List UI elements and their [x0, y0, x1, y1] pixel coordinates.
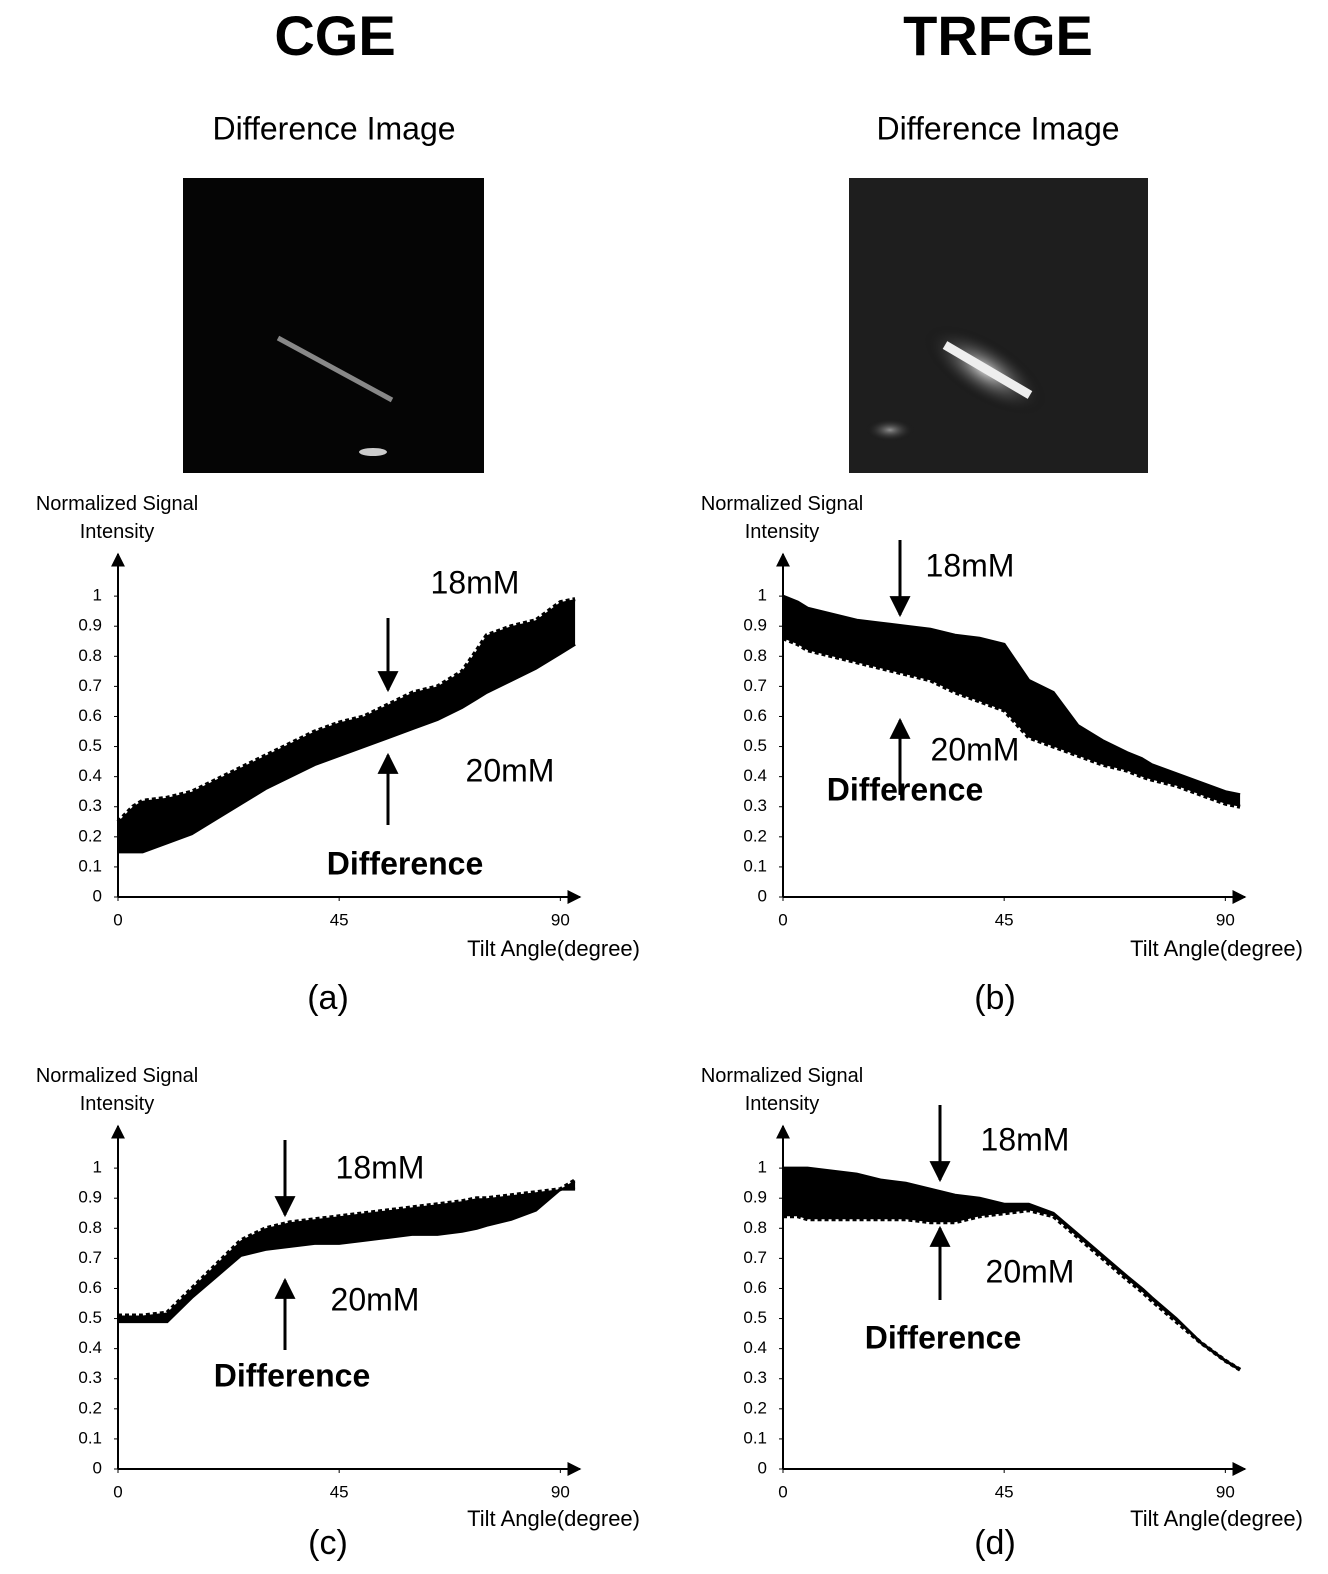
- annotation: Difference: [214, 1357, 371, 1393]
- column-title: TRFGE: [903, 4, 1093, 67]
- y-tick-label: 0.5: [78, 736, 102, 755]
- y-tick-label: 1: [93, 1158, 102, 1177]
- difference-band: [118, 599, 576, 852]
- y-tick-label: 0.4: [743, 1338, 767, 1357]
- difference-band: [783, 596, 1241, 807]
- y-tick-label: 0.5: [743, 1308, 767, 1327]
- x-tick-label: 90: [551, 1482, 570, 1501]
- panel-label: (a): [307, 979, 349, 1017]
- y-tick-label: 1: [93, 586, 102, 605]
- y-tick-label: 0.3: [743, 796, 767, 815]
- y-tick-label: 0.1: [78, 856, 102, 875]
- y-tick-label: 0.3: [78, 796, 102, 815]
- y-tick-label: 0.3: [78, 1368, 102, 1387]
- difference-band: [118, 1180, 576, 1322]
- y-tick-label: 0.7: [743, 1248, 767, 1267]
- y-axis-label: Normalized Signal Intensity: [700, 493, 864, 543]
- y-tick-label: 0.7: [78, 1248, 102, 1267]
- x-tick-label: 90: [1216, 1482, 1235, 1501]
- y-tick-label: 0: [93, 886, 102, 905]
- x-tick-label: 90: [1216, 910, 1235, 929]
- y-tick-label: 0: [93, 1458, 102, 1477]
- y-tick-label: 0.4: [78, 1338, 102, 1357]
- image-title: Difference Image: [212, 110, 455, 146]
- y-tick-label: 0.2: [78, 1398, 102, 1417]
- y-tick-label: 0.6: [78, 1278, 102, 1297]
- y-tick-label: 0.1: [78, 1428, 102, 1447]
- series-label: 18mM: [336, 1149, 425, 1185]
- y-tick-label: 0.6: [743, 1278, 767, 1297]
- series-label: 20mM: [931, 731, 1020, 767]
- series-label: 20mM: [331, 1281, 420, 1317]
- annotation: Difference: [865, 1319, 1022, 1355]
- y-tick-label: 1: [758, 1158, 767, 1177]
- y-tick-label: 0.1: [743, 1428, 767, 1447]
- x-axis-label: Tilt Angle(degree): [1130, 1506, 1303, 1531]
- x-tick-label: 90: [551, 910, 570, 929]
- y-tick-label: 0.8: [78, 646, 102, 665]
- y-tick-label: 0.4: [78, 766, 102, 785]
- panel-label: (b): [974, 979, 1016, 1017]
- series-line: [116, 597, 576, 824]
- x-tick-label: 0: [113, 910, 122, 929]
- y-tick-label: 0.9: [743, 1188, 767, 1207]
- x-tick-label: 0: [113, 1482, 122, 1501]
- y-tick-label: 0.2: [743, 1398, 767, 1417]
- y-tick-label: 0.3: [743, 1368, 767, 1387]
- y-tick-label: 0.9: [78, 1188, 102, 1207]
- series-line: [118, 1187, 576, 1324]
- series-label: 20mM: [466, 752, 555, 788]
- difference-image: [849, 178, 1148, 473]
- y-tick-label: 0.6: [743, 706, 767, 725]
- annotation: Difference: [327, 845, 484, 881]
- series-line: [118, 1178, 577, 1318]
- y-axis-label: Normalized Signal Intensity: [700, 1065, 864, 1115]
- series-line: [782, 594, 1241, 797]
- y-tick-label: 0: [758, 1458, 767, 1477]
- y-tick-label: 0.1: [743, 856, 767, 875]
- x-tick-label: 45: [330, 910, 349, 929]
- panel-label: (c): [308, 1524, 348, 1562]
- y-tick-label: 0.6: [78, 706, 102, 725]
- annotation: Difference: [827, 771, 984, 807]
- series-line: [118, 642, 576, 854]
- panel-label: (d): [974, 1524, 1016, 1562]
- series-line: [782, 636, 1241, 809]
- y-tick-label: 0.5: [743, 736, 767, 755]
- x-tick-label: 0: [778, 1482, 787, 1501]
- difference-image: [183, 178, 484, 473]
- x-axis-label: Tilt Angle(degree): [1130, 936, 1303, 961]
- series-label: 20mM: [986, 1253, 1075, 1289]
- y-tick-label: 0.5: [78, 1308, 102, 1327]
- y-axis-label: Normalized Signal Intensity: [35, 493, 199, 543]
- x-tick-label: 45: [995, 1482, 1014, 1501]
- column-title: CGE: [274, 4, 395, 67]
- series-label: 18mM: [431, 564, 520, 600]
- y-tick-label: 0: [758, 886, 767, 905]
- y-tick-label: 0.2: [743, 826, 767, 845]
- x-axis-label: Tilt Angle(degree): [467, 936, 640, 961]
- x-tick-label: 0: [778, 910, 787, 929]
- y-tick-label: 0.8: [743, 1218, 767, 1237]
- x-tick-label: 45: [330, 1482, 349, 1501]
- y-tick-label: 0.9: [743, 616, 767, 635]
- y-tick-label: 0.9: [78, 616, 102, 635]
- y-tick-label: 0.4: [743, 766, 767, 785]
- series-label: 18mM: [926, 547, 1015, 583]
- y-tick-label: 1: [758, 586, 767, 605]
- x-axis-label: Tilt Angle(degree): [467, 1506, 640, 1531]
- y-tick-label: 0.8: [743, 646, 767, 665]
- series-line: [783, 1166, 1241, 1371]
- y-tick-label: 0.7: [743, 676, 767, 695]
- series-label: 18mM: [981, 1121, 1070, 1157]
- y-tick-label: 0.8: [78, 1218, 102, 1237]
- y-tick-label: 0.2: [78, 826, 102, 845]
- x-tick-label: 45: [995, 910, 1014, 929]
- y-axis-label: Normalized Signal Intensity: [35, 1065, 199, 1115]
- y-tick-label: 0.7: [78, 676, 102, 695]
- image-title: Difference Image: [876, 110, 1119, 146]
